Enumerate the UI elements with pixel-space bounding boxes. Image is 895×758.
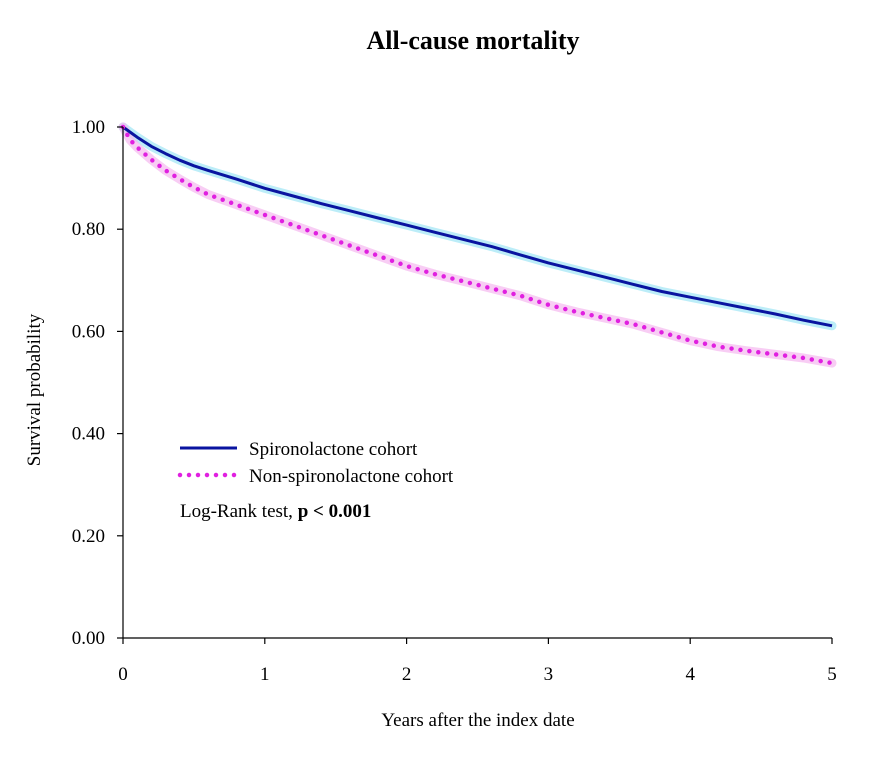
- y-tick-label: 0.20: [72, 526, 105, 547]
- x-ticks: 0 1 2 3 4 5: [118, 638, 837, 685]
- x-tick-label: 4: [685, 664, 695, 685]
- logrank-annotation: Log-Rank test, p < 0.001: [180, 501, 371, 522]
- series-line-non-spironolactone: [120, 124, 835, 366]
- axes: [122, 127, 832, 639]
- y-axis-label: Survival probability: [24, 313, 45, 466]
- series-lines: [120, 124, 835, 366]
- confidence-bands: [118, 122, 837, 368]
- x-tick-label: 2: [402, 664, 412, 685]
- y-tick-label: 0.40: [72, 424, 105, 445]
- y-tick-label: 0.80: [72, 219, 105, 240]
- legend: Spironolactone cohort Non-spironolactone…: [177, 439, 454, 487]
- logrank-prefix: Log-Rank test,: [180, 501, 298, 522]
- series-line-spironolactone: [122, 125, 833, 328]
- x-tick-label: 1: [260, 664, 270, 685]
- y-ticks: 0.00 0.20 0.40 0.60 0.80 1.00: [72, 117, 123, 649]
- legend-label-spironolactone: Spironolactone cohort: [249, 439, 418, 460]
- chart-title: All-cause mortality: [366, 26, 579, 55]
- x-tick-label: 0: [118, 664, 128, 685]
- series-band-spironolactone: [118, 122, 837, 331]
- legend-label-non-spironolactone: Non-spironolactone cohort: [249, 466, 454, 487]
- y-tick-label: 1.00: [72, 117, 105, 138]
- logrank-p-value: p < 0.001: [298, 501, 372, 522]
- x-axis-label: Years after the index date: [381, 710, 574, 731]
- x-tick-label: 3: [544, 664, 554, 685]
- x-tick-label: 5: [827, 664, 837, 685]
- y-tick-label: 0.00: [72, 628, 105, 649]
- y-tick-label: 0.60: [72, 321, 105, 342]
